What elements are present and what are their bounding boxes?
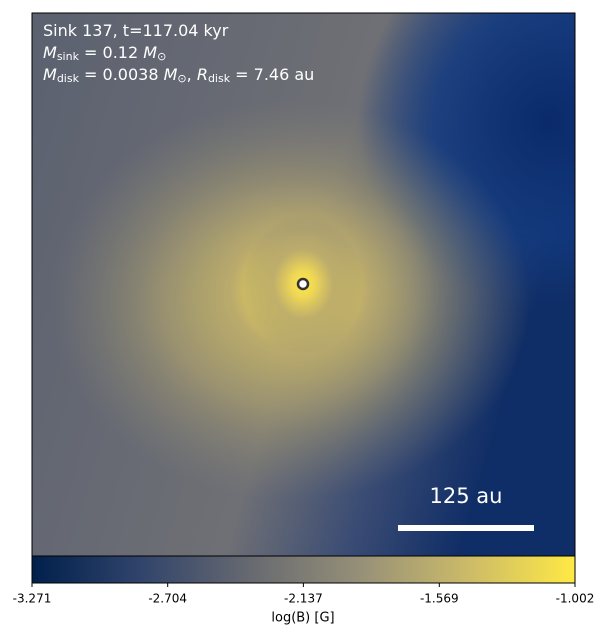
annotation-line: Msink = 0.12 M⊙ (43, 43, 166, 64)
annotation-segment: ⊙ (157, 50, 166, 63)
annotation-segment: = 0.12 (79, 43, 143, 62)
annotation-line: Mdisk = 0.0038 M⊙, Rdisk = 7.46 au (43, 65, 314, 86)
colorbar-fill (31, 555, 576, 584)
annotation-segment: , (187, 65, 197, 84)
annotation-line: Sink 137, t=117.04 kyr (43, 21, 229, 40)
sink-marker (296, 277, 310, 291)
scale-bar-label: 125 au (430, 484, 503, 508)
colorbar-tick-label: -1.002 (556, 592, 595, 606)
annotation-segment: M (164, 65, 178, 84)
colorbar-tick-label: -2.137 (284, 592, 323, 606)
annotation-segment: = 0.0038 (79, 65, 164, 84)
colorbar-label: log(B) [G] (271, 611, 334, 626)
annotation-segment: sink (57, 50, 80, 63)
annotation-segment: M (143, 43, 157, 62)
annotation-segment: M (43, 43, 57, 62)
annotation-segment: Sink 137, t=117.04 kyr (43, 21, 229, 40)
annotation-segment: ⊙ (177, 72, 186, 85)
annotation-segment: M (43, 65, 57, 84)
colorbar-tick-label: -1.569 (420, 592, 459, 606)
annotation-segment: R (197, 65, 208, 84)
annotation-segment: disk (208, 72, 231, 85)
colorbar-tick-label: -2.704 (148, 592, 187, 606)
annotation-segment: disk (57, 72, 80, 85)
colorbar: -3.271 -2.704 -2.137 -1.569 -1.002 (13, 555, 595, 606)
annotation-segment: = 7.46 au (230, 65, 314, 84)
colorbar-tick-label: -3.271 (13, 592, 52, 606)
